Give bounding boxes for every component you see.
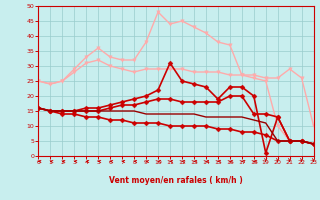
X-axis label: Vent moyen/en rafales ( km/h ): Vent moyen/en rafales ( km/h ) xyxy=(109,176,243,185)
